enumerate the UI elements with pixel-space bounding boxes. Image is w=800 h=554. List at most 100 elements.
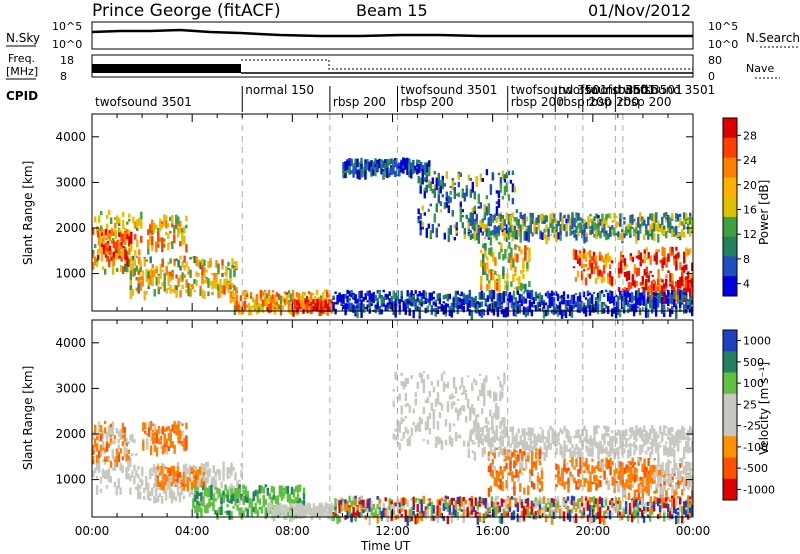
- data-cell: [151, 229, 154, 236]
- data-cell: [595, 430, 598, 433]
- data-cell: [591, 438, 594, 446]
- data-cell: [222, 473, 225, 482]
- data-cell: [400, 438, 403, 441]
- data-cell: [557, 441, 560, 445]
- data-cell: [388, 168, 391, 177]
- data-cell: [148, 427, 151, 437]
- data-cell: [186, 476, 190, 485]
- data-cell: [671, 225, 674, 232]
- data-cell: [578, 292, 582, 296]
- cpid-segment-label: normal 150: [245, 83, 314, 97]
- data-cell: [611, 444, 614, 454]
- data-cell: [501, 170, 505, 180]
- data-cell: [624, 295, 628, 306]
- data-cell: [350, 158, 353, 167]
- data-cell: [657, 434, 660, 439]
- data-cell: [455, 193, 458, 196]
- data-cell: [154, 469, 157, 478]
- data-cell: [117, 444, 120, 450]
- data-cell: [332, 295, 335, 300]
- data-cell: [475, 433, 478, 437]
- data-cell: [538, 460, 542, 466]
- data-cell: [584, 264, 588, 267]
- data-cell: [458, 407, 462, 416]
- data-cell: [574, 277, 578, 282]
- data-cell: [458, 434, 462, 439]
- data-cell: [617, 272, 621, 278]
- data-cell: [677, 473, 680, 481]
- nave-trace: [241, 59, 693, 70]
- data-cell: [565, 430, 568, 439]
- data-cell: [263, 292, 267, 299]
- data-cell: [602, 294, 606, 298]
- cpid-segment-label: twofsound 3501: [95, 95, 192, 109]
- data-cell: [398, 304, 401, 312]
- data-cell: [665, 433, 668, 436]
- data-cell: [388, 168, 391, 173]
- data-cell: [432, 386, 436, 393]
- data-cell: [610, 260, 614, 264]
- data-cell: [145, 478, 148, 483]
- data-cell: [428, 166, 431, 176]
- data-cell: [665, 212, 668, 217]
- data-cell: [358, 170, 361, 180]
- data-cell: [616, 302, 620, 309]
- data-cell: [615, 221, 618, 229]
- data-cell: [631, 474, 635, 479]
- data-cell: [635, 281, 639, 287]
- data-cell: [322, 512, 325, 518]
- data-cell: [505, 172, 509, 179]
- data-cell: [118, 256, 121, 259]
- data-cell: [151, 235, 154, 246]
- data-cell: [309, 292, 313, 301]
- data-cell: [179, 289, 182, 298]
- data-cell: [438, 437, 442, 444]
- data-cell: [527, 444, 530, 449]
- data-cell: [132, 216, 135, 224]
- data-cell: [287, 301, 291, 311]
- data-cell: [489, 236, 493, 246]
- data-cell: [623, 220, 626, 225]
- data-cell: [179, 421, 182, 425]
- data-cell: [555, 483, 558, 488]
- data-cell: [501, 448, 504, 456]
- data-cell: [487, 204, 491, 215]
- data-cell: [645, 266, 648, 277]
- data-cell: [469, 431, 472, 438]
- data-cell: [273, 300, 277, 307]
- data-cell: [549, 223, 552, 228]
- data-cell: [471, 404, 474, 414]
- data-cell: [691, 286, 694, 295]
- data-cell: [592, 255, 596, 264]
- data-cell: [204, 477, 207, 485]
- data-cell: [502, 266, 505, 277]
- data-cell: [112, 229, 115, 233]
- data-cell: [651, 473, 654, 482]
- data-cell: [671, 290, 674, 297]
- data-cell: [228, 485, 231, 496]
- data-cell: [155, 265, 158, 269]
- data-cell: [289, 503, 292, 509]
- data-cell: [673, 450, 676, 458]
- data-cell: [235, 287, 238, 292]
- data-cell: [641, 259, 644, 263]
- data-cell: [508, 294, 512, 299]
- data-cell: [625, 438, 628, 445]
- data-cell: [631, 429, 634, 437]
- data-cell: [242, 510, 245, 517]
- data-cell: [543, 233, 546, 240]
- data-cell: [231, 283, 234, 288]
- data-cell: [286, 509, 290, 517]
- data-cell: [137, 283, 140, 293]
- data-cell: [683, 449, 686, 459]
- data-cell: [208, 502, 211, 507]
- data-cell: [467, 218, 470, 225]
- data-cell: [481, 226, 484, 228]
- data-cell: [212, 502, 215, 511]
- data-cell: [123, 427, 126, 434]
- data-cell: [159, 286, 162, 290]
- data-cell: [499, 212, 502, 217]
- data-cell: [161, 445, 165, 455]
- data-cell: [422, 407, 426, 415]
- data-cell: [475, 232, 478, 241]
